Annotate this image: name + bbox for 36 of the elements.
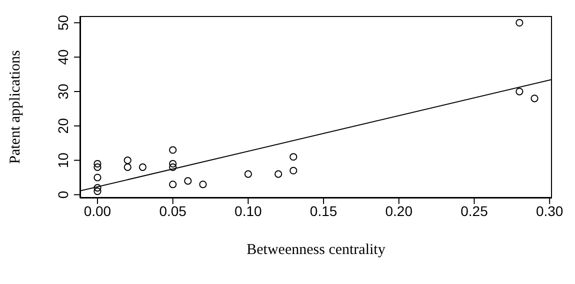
point	[138, 163, 146, 171]
point	[516, 18, 524, 27]
point	[184, 177, 192, 185]
y-tick-label: 10	[55, 152, 71, 168]
point	[124, 156, 132, 164]
x-tick-label: 0.15	[310, 202, 338, 219]
point	[199, 180, 207, 188]
x-tick-label: 0.00	[84, 202, 112, 219]
point	[516, 88, 524, 96]
point	[290, 166, 298, 174]
x-axis-title: Betweenness centrality	[246, 242, 386, 258]
point	[530, 94, 538, 102]
x-tick-label: 0.30	[536, 202, 564, 219]
point	[124, 163, 132, 171]
x-tick-label: 0.25	[460, 202, 488, 219]
point	[94, 184, 102, 192]
x-tick-label: 0.05	[159, 202, 187, 219]
point	[169, 146, 177, 154]
y-tick-label: 0	[55, 190, 71, 199]
y-tick-label: 30	[55, 84, 71, 100]
point	[94, 174, 102, 182]
x-tick-label: 0.10	[234, 202, 262, 219]
x-tick-label: 0.20	[385, 202, 413, 219]
point	[169, 163, 177, 171]
y-tick-label: 20	[55, 118, 71, 134]
y-tick-label: 50	[55, 14, 71, 31]
point	[94, 187, 102, 196]
point	[244, 170, 252, 178]
point	[94, 163, 102, 171]
point	[169, 180, 177, 188]
point	[290, 153, 298, 161]
point	[94, 160, 102, 168]
point	[274, 170, 282, 178]
y-tick-label: 40	[55, 49, 71, 65]
point	[169, 160, 177, 168]
y-axis-title: Patent applications	[7, 50, 24, 164]
